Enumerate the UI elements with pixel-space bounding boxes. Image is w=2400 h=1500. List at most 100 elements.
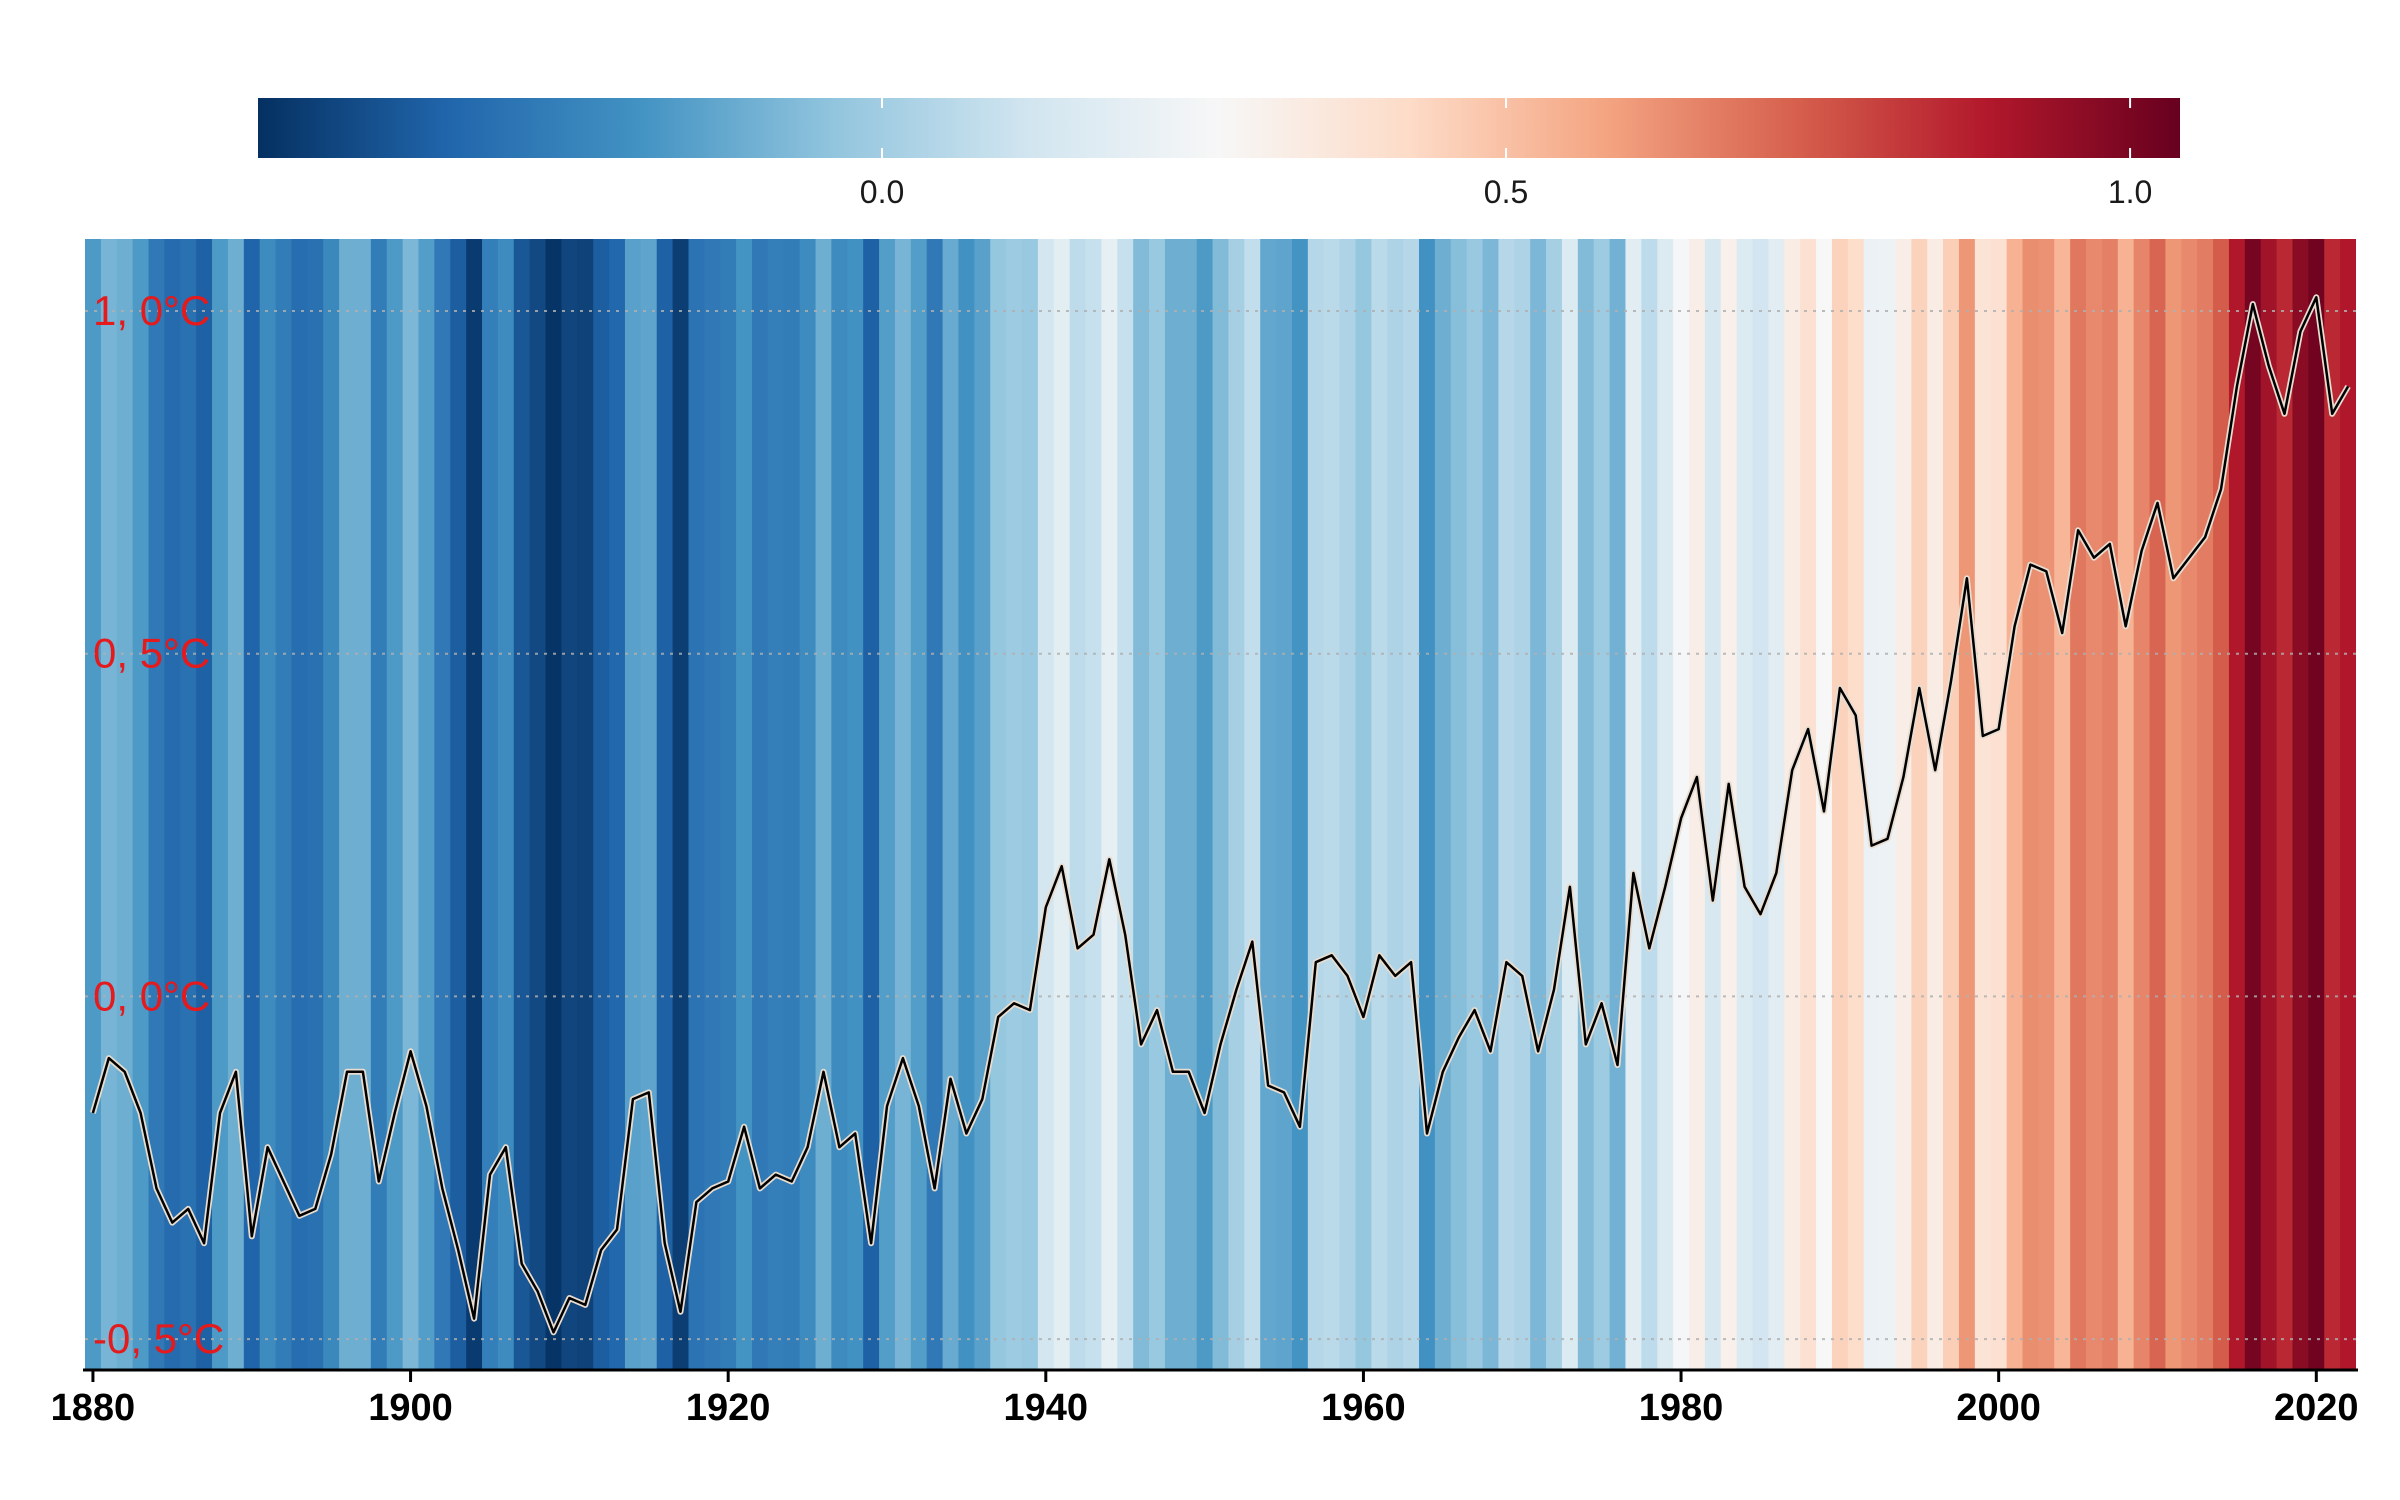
stripe-1956 [1291, 239, 1309, 1370]
colorbar-gradient [258, 98, 2180, 158]
stripe-1886 [180, 239, 197, 1370]
temperature-line [90, 294, 2351, 1336]
stripe-2009 [2133, 239, 2151, 1370]
stripe-1963 [1403, 239, 1420, 1370]
stripe-1938 [1006, 239, 1023, 1370]
stripe-1972 [1546, 239, 1563, 1370]
stripe-1949 [1180, 239, 1198, 1370]
stripe-1928 [847, 239, 864, 1370]
stripe-1968 [1482, 239, 1500, 1370]
stripe-1944 [1101, 239, 1118, 1370]
stripe-1941 [1053, 239, 1071, 1370]
stripe-1898 [370, 239, 388, 1370]
stripe-1948 [1164, 239, 1182, 1370]
stripe-1907 [513, 239, 531, 1370]
y-tick-label: 0, 0°C [93, 972, 210, 1019]
stripe-1902 [434, 239, 451, 1370]
stripe-1977 [1625, 239, 1642, 1370]
stripe-1935 [958, 239, 975, 1370]
stripe-2013 [2197, 239, 2214, 1370]
stripe-2000 [1990, 239, 2008, 1370]
stripe-1981 [1688, 239, 1706, 1370]
stripe-1915 [640, 239, 658, 1370]
stripe-1897 [354, 239, 372, 1370]
x-axis: 1880 1900 1920 1940 1960 1980 2000 2020 [51, 1368, 2359, 1429]
stripe-1999 [1974, 239, 1992, 1370]
stripe-2017 [2260, 239, 2278, 1370]
stripe-2007 [2101, 239, 2119, 1370]
temperature-stripes [85, 239, 2356, 1370]
colorbar-tick-label: 1.0 [2108, 174, 2152, 210]
stripe-1883 [132, 239, 150, 1370]
stripe-1957 [1307, 239, 1325, 1370]
temperature-line-path [91, 296, 2350, 1334]
stripe-1992 [1863, 239, 1881, 1370]
stripe-1954 [1260, 239, 1277, 1370]
stripe-1914 [624, 239, 642, 1370]
stripe-2010 [2149, 239, 2167, 1370]
stripe-1984 [1736, 239, 1754, 1370]
stripe-1951 [1212, 239, 1230, 1370]
stripe-2012 [2181, 239, 2198, 1370]
colorbar-tick-label: 0.5 [1484, 174, 1528, 210]
stripe-1891 [259, 239, 277, 1370]
stripe-1910 [561, 239, 578, 1370]
stripe-1920 [720, 239, 737, 1370]
stripe-1947 [1149, 239, 1166, 1370]
stripe-1933 [926, 239, 944, 1370]
stripe-1906 [497, 239, 515, 1370]
stripe-1884 [148, 239, 166, 1370]
stripe-1932 [910, 239, 928, 1370]
stripe-1975 [1593, 239, 1611, 1370]
stripe-1912 [593, 239, 610, 1370]
stripe-2005 [2070, 239, 2087, 1370]
stripe-1937 [990, 239, 1007, 1370]
stripe-1926 [815, 239, 833, 1370]
stripe-1929 [863, 239, 880, 1370]
x-tick-label: 2000 [1956, 1387, 2041, 1429]
stripe-1889 [227, 239, 245, 1370]
stripe-1990 [1831, 239, 1849, 1370]
stripe-2016 [2244, 239, 2262, 1370]
y-axis-tick-labels: -0, 5°C 0, 0°C 0, 5°C 1, 0°C [93, 287, 224, 1362]
horizontal-gridlines [85, 309, 2356, 1341]
x-tick-label: 2020 [2274, 1387, 2359, 1429]
stripe-1893 [291, 239, 308, 1370]
stripe-1895 [323, 239, 340, 1370]
stripe-2001 [2006, 239, 2024, 1370]
stripe-1995 [1911, 239, 1928, 1370]
stripe-1900 [402, 239, 420, 1370]
stripe-1896 [339, 239, 356, 1370]
stripe-1881 [100, 239, 118, 1370]
stripe-1922 [752, 239, 769, 1370]
stripe-1964 [1419, 239, 1436, 1370]
stripe-1959 [1339, 239, 1357, 1370]
stripe-1936 [974, 239, 991, 1370]
stripe-2015 [2228, 239, 2246, 1370]
stripe-1950 [1196, 239, 1214, 1370]
stripe-2004 [2054, 239, 2071, 1370]
stripe-1982 [1704, 239, 1722, 1370]
stripe-1960 [1355, 239, 1372, 1370]
stripe-1925 [799, 239, 817, 1370]
stripe-1945 [1117, 239, 1134, 1370]
stripe-1913 [609, 239, 626, 1370]
stripe-1998 [1958, 239, 1976, 1370]
stripe-1911 [577, 239, 594, 1370]
colorbar-legend: 0.0 0.5 1.0 [258, 98, 2180, 210]
stripe-2002 [2022, 239, 2039, 1370]
stripe-1974 [1577, 239, 1595, 1370]
stripe-1976 [1609, 239, 1627, 1370]
stripe-1979 [1657, 239, 1674, 1370]
stripe-1921 [736, 239, 753, 1370]
stripe-1952 [1228, 239, 1245, 1370]
x-tick-label: 1980 [1639, 1387, 1724, 1429]
stripe-1996 [1927, 239, 1944, 1370]
stripe-1917 [672, 239, 690, 1370]
colorbar-tick-label: 0.0 [860, 174, 904, 210]
stripe-2014 [2213, 239, 2230, 1370]
stripe-1924 [783, 239, 801, 1370]
stripe-1961 [1371, 239, 1388, 1370]
